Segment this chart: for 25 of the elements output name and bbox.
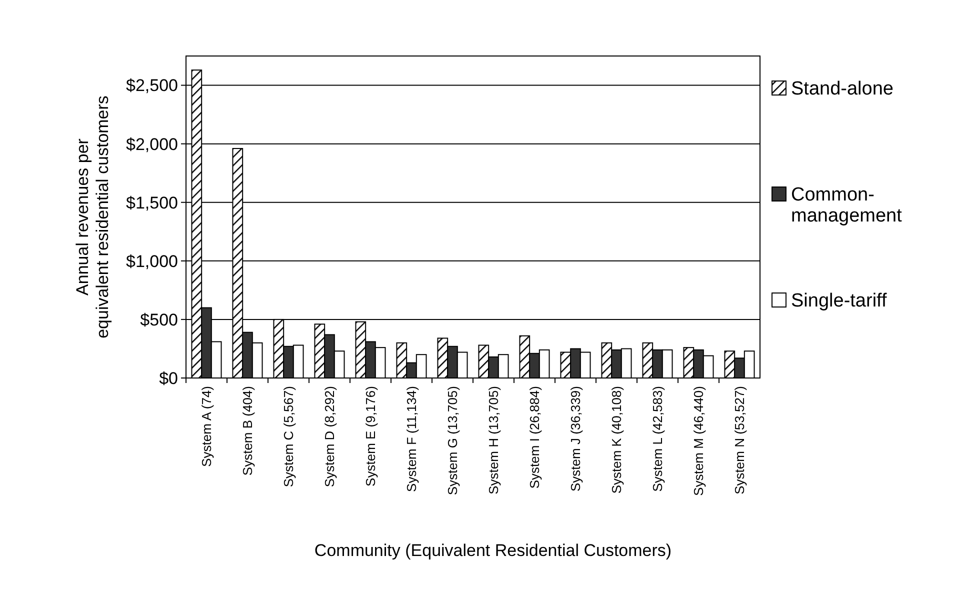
legend-label: Stand-alone	[791, 78, 894, 100]
y-tick-label: $0	[159, 368, 178, 388]
x-tick-label: System F (11,134)	[404, 386, 420, 492]
x-tick-label: System I (26,884)	[527, 386, 542, 489]
x-tick-label: System L (42,583)	[650, 386, 666, 492]
x-tick-label: System G (13,705)	[445, 386, 460, 496]
y-tick-label: $500	[140, 310, 178, 330]
x-tick-label: System B (404)	[240, 386, 256, 476]
x-tick-label: System A (74)	[199, 386, 214, 467]
x-tick-label: System E (9,176)	[363, 386, 378, 486]
legend-label: Common-management	[791, 184, 903, 227]
x-tick-label: System K (40,108)	[609, 386, 624, 494]
y-tick-label: $1,500	[126, 193, 178, 212]
x-tick-label: System N (53,527)	[732, 386, 748, 494]
y-axis-title: Annual revenues per equivalent residential customers	[73, 96, 112, 338]
x-tick-label: System C (5,567)	[281, 386, 296, 488]
x-tick-label: System H (13,705)	[486, 386, 502, 494]
y-tick-label: $1,000	[126, 252, 178, 271]
legend-label: Single-tariff	[791, 290, 888, 312]
x-tick-label: System M (46,440)	[691, 386, 706, 496]
x-tick-label: System J (36,339)	[568, 386, 584, 492]
x-axis-title: Community (Equivalent Residential Customers)	[314, 541, 672, 560]
y-tick-label: $2,500	[126, 76, 178, 96]
y-tick-label: $2,000	[126, 134, 178, 154]
x-tick-label: System D (8,292)	[322, 386, 338, 488]
